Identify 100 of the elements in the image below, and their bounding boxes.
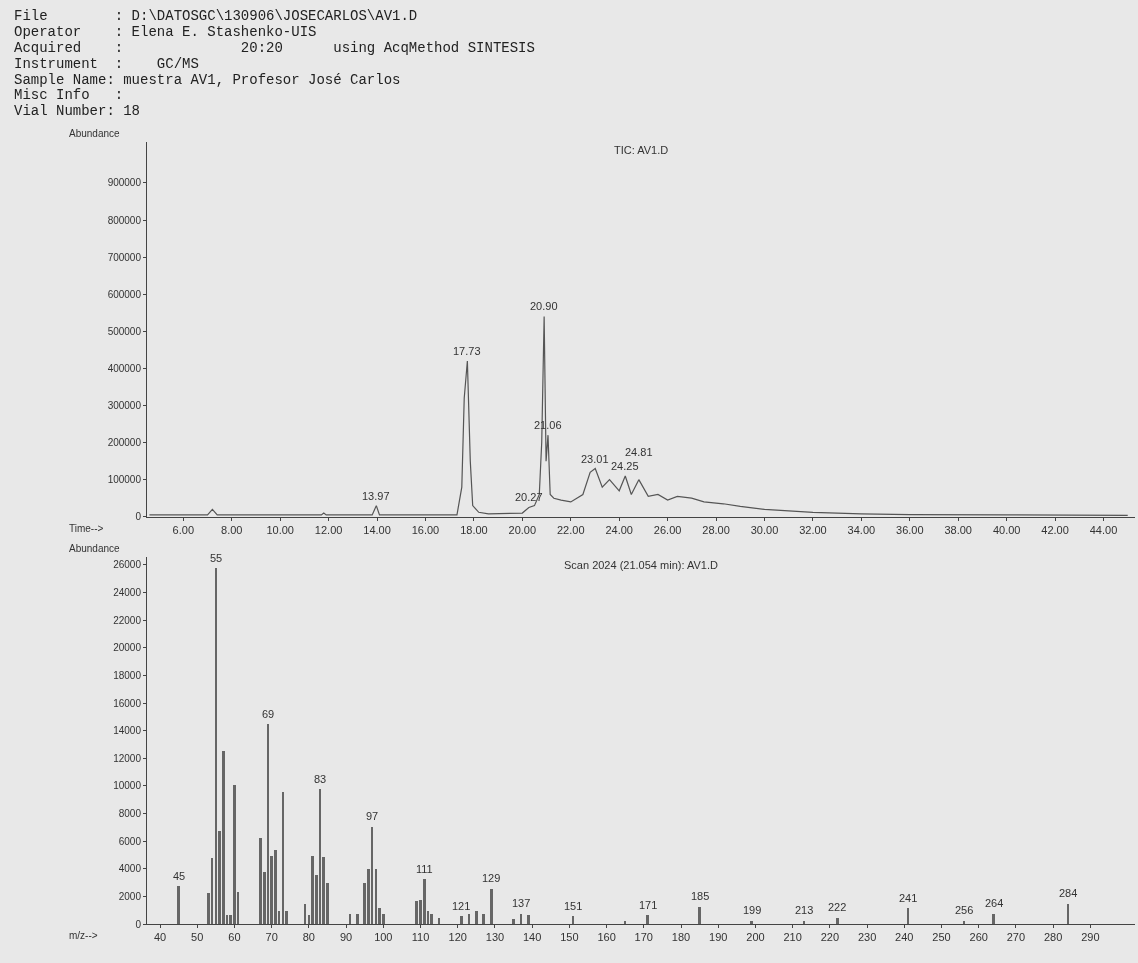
annotation: 284 [1059,887,1078,899]
y-tick-label: 20000 [113,642,142,654]
x-tick-label: 250 [932,931,951,944]
bar [646,914,649,925]
bar [375,868,377,925]
x-axis-title: m/z--> [69,930,98,941]
x-tick-label: 8.00 [221,523,243,536]
x-tick-label: 140 [522,931,542,944]
y-tick-label: 4000 [118,863,142,875]
x-tick-label: 6.00 [172,523,195,536]
chart-title: TIC: AV1.D [614,144,669,156]
y-tick-label: 26000 [113,559,142,571]
annotation: 45 [173,870,186,882]
y-tick-label: 16000 [113,697,142,709]
bar [304,903,306,925]
bar [438,917,440,925]
y-tick-label: 18000 [113,669,142,681]
x-tick-label: 210 [783,931,802,944]
annotation: 55 [210,552,223,564]
x-tick-label: 270 [1006,931,1026,944]
annotation: 213 [795,904,814,916]
y-tick-label: 14000 [113,725,142,737]
bar [423,878,426,925]
annotation: 264 [985,897,1004,909]
x-tick-label: 40 [153,931,167,944]
x-tick-label: 50 [191,931,204,944]
y-tick-label: 24000 [113,586,142,598]
annotation: 121 [452,900,471,912]
x-tick-label: 26.00 [653,523,682,536]
y-tick-label: 800000 [107,214,142,226]
bar [371,826,373,925]
bar [992,913,995,925]
x-tick-label: 120 [448,931,467,944]
x-tick-label: 38.00 [944,523,972,536]
bar [907,907,909,925]
x-tick-label: 10.00 [266,523,294,536]
x-tick-label: 60 [228,931,241,944]
x-tick-label: 20.00 [508,523,537,536]
x-tick-label: 44.00 [1089,523,1118,536]
y-tick-label: 22000 [113,614,142,626]
text: Sample Name: muestra AV1, Profesor José Carlos [14,72,401,88]
x-tick-label: 240 [895,931,914,944]
annotation: 23.01 [581,453,609,465]
bar [490,888,493,925]
annotation: 111 [416,863,433,875]
y-tick-label: 300000 [107,399,142,411]
annotation: 97 [366,810,379,822]
annotation: 256 [955,904,974,916]
y-tick-label: 200000 [107,437,142,449]
bar [215,567,217,925]
bar [222,750,225,925]
text: Acquired : 20:20 using AcqMethod SINTESIS [14,40,535,56]
x-tick-label: 230 [857,931,877,944]
annotation: 24.81 [625,446,653,458]
y-tick-label: 8000 [118,808,142,820]
bar [319,788,321,925]
x-tick-label: 32.00 [799,523,827,536]
x-tick-label: 34.00 [847,523,876,536]
x-tick-label: 100 [374,931,393,944]
annotation: 83 [314,773,327,785]
bar [282,791,284,925]
bar [233,784,236,925]
x-tick-label: 22.00 [557,523,585,536]
line-series [148,315,1129,516]
annotation: 137 [512,897,531,909]
text: File : D:\DATOSGC\130906\JOSECARLOS\AV1.D [14,8,418,24]
annotation: 17.73 [453,345,481,357]
y-tick-label: 0 [135,511,142,523]
text: Vial Number: 18 [14,103,141,119]
annotation: 241 [899,892,918,904]
bar [415,900,418,925]
y-tick-label: 100000 [107,474,142,486]
y-tick-label: 2000 [118,891,142,903]
bar [836,917,839,925]
y-tick-label: 400000 [107,362,142,374]
y-tick-label: 12000 [113,752,142,764]
y-tick-label: 0 [135,918,142,930]
x-tick-label: 42.00 [1041,523,1069,536]
x-tick-label: 190 [709,931,728,944]
y-tick-label: 600000 [107,288,142,300]
x-tick-label: 28.00 [702,523,730,536]
chart-title: Scan 2024 (21.054 min): AV1.D [564,559,718,571]
x-tick-label: 24.00 [605,523,633,536]
bar [177,885,180,925]
y-axis-title: Abundance [69,543,121,554]
bar [520,913,522,925]
x-tick-label: 70 [265,931,278,944]
annotation: 199 [743,904,762,916]
x-tick-label: 150 [560,931,579,944]
y-axis-title: Abundance [69,128,121,139]
x-tick-label: 16.00 [411,523,440,536]
x-tick-label: 12.00 [314,523,343,536]
x-tick-label: 80 [302,931,316,944]
bar [259,837,262,925]
bar [475,910,478,925]
x-tick-label: 180 [671,931,691,944]
x-tick-label: 14.00 [363,523,391,536]
text: Operator : Elena E. Stashenko-UIS [14,24,317,40]
bar [430,913,433,925]
bar [356,913,359,925]
